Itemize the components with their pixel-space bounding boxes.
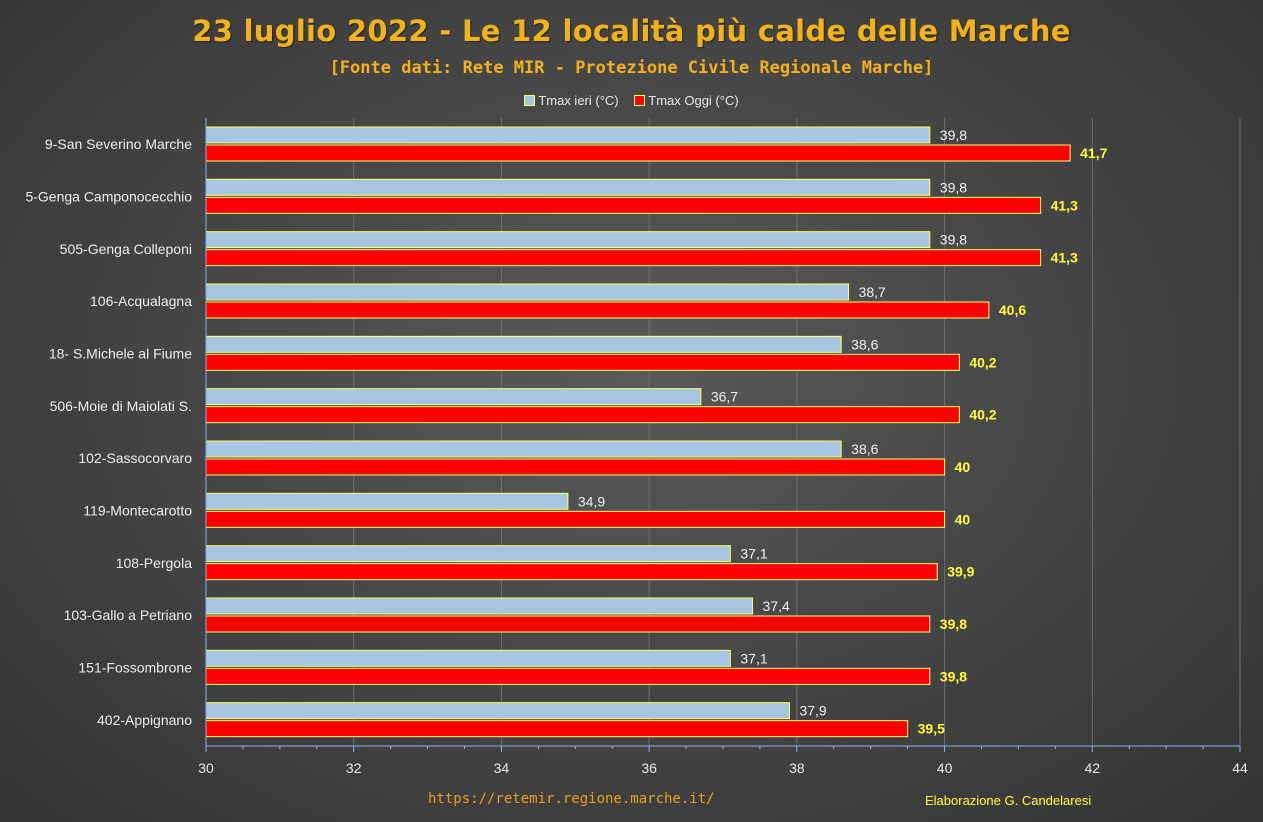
legend-swatch-oggi (634, 95, 646, 106)
bar-ieri-2 (205, 178, 931, 196)
legend-label-oggi: Tmax Oggi (°C) (648, 93, 739, 108)
data-label-ieri-12: 37,9 (799, 703, 826, 719)
data-label-oggi-9: 39,9 (947, 564, 974, 580)
data-label-ieri-6: 36,7 (711, 389, 738, 405)
legend-item-oggi: Tmax Oggi (°C) (634, 93, 739, 108)
source-link[interactable]: https://retemir.regione.marche.it/ (428, 791, 715, 807)
bar-ieri-1 (205, 126, 931, 144)
data-label-oggi-4: 40,6 (999, 302, 1026, 318)
data-label-oggi-3: 41,3 (1051, 250, 1078, 266)
data-label-oggi-7: 40 (955, 459, 971, 475)
category-label: 5-Genga Camponocecchio (25, 189, 192, 205)
bar-oggi-5 (205, 353, 960, 371)
data-label-ieri-11: 37,1 (740, 650, 767, 666)
category-label: 18- S.Michele al Fiume (49, 346, 192, 362)
category-label: 506-Moie di Maiolati S. (50, 398, 192, 414)
category-label: 151-Fossombrone (78, 660, 192, 676)
category-label: 108-Pergola (116, 555, 192, 571)
data-label-oggi-10: 39,8 (940, 616, 967, 632)
category-label: 106-Acqualagna (90, 293, 192, 309)
bar-oggi-4 (205, 301, 990, 319)
bar-ieri-7 (205, 440, 842, 458)
data-label-ieri-8: 34,9 (578, 493, 605, 509)
category-label: 102-Sassocorvaro (78, 450, 192, 466)
bar-oggi-6 (205, 406, 960, 424)
category-label: 119-Montecarotto (83, 503, 192, 519)
bar-ieri-11 (205, 649, 731, 667)
bar-oggi-8 (205, 510, 946, 528)
data-label-ieri-7: 38,6 (851, 441, 878, 457)
credit-text: Elaborazione G. Candelaresi (925, 793, 1092, 808)
bar-oggi-11 (205, 667, 931, 685)
bar-oggi-3 (205, 249, 1042, 267)
bar-ieri-10 (205, 597, 754, 615)
bar-ieri-4 (205, 283, 850, 301)
bar-ieri-5 (205, 335, 842, 353)
data-label-oggi-8: 40 (955, 511, 971, 527)
x-tick-label: 36 (641, 760, 657, 776)
bar-oggi-7 (205, 458, 946, 476)
data-label-oggi-1: 41,7 (1080, 145, 1107, 161)
data-label-oggi-2: 41,3 (1051, 197, 1078, 213)
x-tick-label: 30 (198, 760, 214, 776)
data-label-oggi-5: 40,2 (969, 354, 996, 370)
bar-ieri-6 (205, 388, 702, 406)
data-label-oggi-6: 40,2 (969, 407, 996, 423)
category-label: 9-San Severino Marche (45, 136, 192, 152)
category-label: 402-Appignano (97, 712, 192, 728)
data-label-oggi-11: 39,8 (940, 668, 967, 684)
bar-ieri-12 (205, 702, 790, 720)
x-tick-label: 44 (1232, 760, 1248, 776)
legend-swatch-ieri (524, 95, 536, 106)
x-tick-label: 38 (789, 760, 805, 776)
legend-label-ieri: Tmax ieri (°C) (538, 93, 619, 108)
bar-oggi-2 (205, 196, 1042, 214)
bar-ieri-9 (205, 545, 731, 563)
x-tick-label: 32 (346, 760, 362, 776)
legend-item-ieri: Tmax ieri (°C) (524, 93, 619, 108)
data-label-ieri-4: 38,7 (859, 284, 886, 300)
bar-oggi-1 (205, 144, 1071, 162)
data-label-ieri-2: 39,8 (940, 179, 967, 195)
bar-oggi-9 (205, 563, 938, 581)
x-tick-label: 34 (494, 760, 510, 776)
data-label-ieri-1: 39,8 (940, 127, 967, 143)
x-tick-label: 42 (1084, 760, 1100, 776)
bar-ieri-8 (205, 492, 569, 510)
category-label: 505-Genga Colleponi (60, 241, 192, 257)
chart-title: 23 luglio 2022 - Le 12 località più cald… (192, 14, 1071, 48)
data-label-ieri-9: 37,1 (740, 546, 767, 562)
data-label-ieri-10: 37,4 (763, 598, 790, 614)
bar-ieri-3 (205, 231, 931, 249)
category-label: 103-Gallo a Petriano (64, 607, 193, 623)
data-label-oggi-12: 39,5 (918, 721, 945, 737)
bar-oggi-10 (205, 615, 931, 633)
bar-oggi-12 (205, 720, 909, 738)
x-tick-label: 40 (937, 760, 953, 776)
chart-legend: Tmax ieri (°C) Tmax Oggi (°C) (0, 93, 1263, 108)
data-label-ieri-5: 38,6 (851, 336, 878, 352)
data-label-ieri-3: 39,8 (940, 232, 967, 248)
chart-subtitle: [Fonte dati: Rete MIR - Protezione Civil… (329, 58, 934, 78)
